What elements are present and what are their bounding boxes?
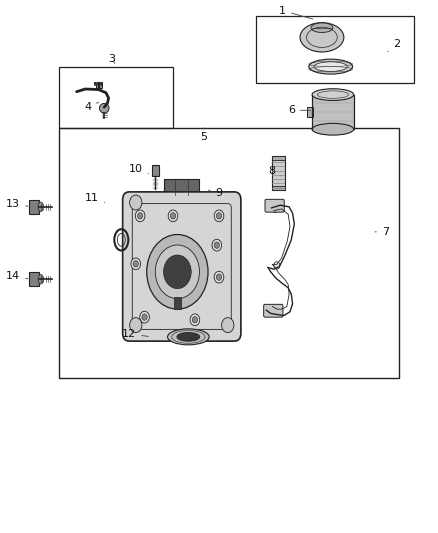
Ellipse shape xyxy=(314,62,347,71)
Circle shape xyxy=(131,258,141,270)
Circle shape xyxy=(192,317,198,323)
FancyBboxPatch shape xyxy=(29,200,39,214)
Ellipse shape xyxy=(311,23,333,33)
Circle shape xyxy=(147,235,208,309)
Bar xyxy=(174,297,181,309)
Circle shape xyxy=(130,195,142,210)
Ellipse shape xyxy=(300,22,344,52)
Ellipse shape xyxy=(312,88,354,100)
Bar xyxy=(173,196,191,209)
Circle shape xyxy=(138,213,143,219)
Circle shape xyxy=(214,210,224,222)
FancyBboxPatch shape xyxy=(123,192,241,341)
FancyBboxPatch shape xyxy=(264,304,283,317)
Bar xyxy=(272,156,285,190)
Circle shape xyxy=(216,213,222,219)
Ellipse shape xyxy=(38,274,43,284)
Bar xyxy=(307,107,313,117)
Circle shape xyxy=(130,318,142,333)
Circle shape xyxy=(140,311,149,323)
FancyBboxPatch shape xyxy=(265,199,284,212)
Bar xyxy=(59,128,399,378)
Circle shape xyxy=(274,262,280,269)
Ellipse shape xyxy=(173,193,191,199)
Bar xyxy=(272,156,285,160)
Circle shape xyxy=(133,261,138,267)
Circle shape xyxy=(272,205,278,213)
Circle shape xyxy=(142,314,147,320)
FancyBboxPatch shape xyxy=(164,179,199,196)
Text: 11: 11 xyxy=(85,193,105,203)
Bar xyxy=(272,186,285,190)
Ellipse shape xyxy=(312,123,354,135)
Text: 10: 10 xyxy=(129,164,148,174)
Ellipse shape xyxy=(38,202,43,212)
Circle shape xyxy=(170,213,176,219)
Circle shape xyxy=(168,210,178,222)
Ellipse shape xyxy=(177,333,200,341)
Circle shape xyxy=(214,271,224,283)
Circle shape xyxy=(216,274,222,280)
Text: 6: 6 xyxy=(288,106,311,115)
Text: 9: 9 xyxy=(208,189,223,198)
Circle shape xyxy=(214,242,219,248)
Circle shape xyxy=(163,255,191,289)
Ellipse shape xyxy=(167,329,209,345)
Text: 12: 12 xyxy=(122,329,148,338)
Bar xyxy=(96,84,102,88)
Text: 7: 7 xyxy=(375,227,389,237)
Circle shape xyxy=(155,245,199,298)
Circle shape xyxy=(271,306,277,314)
Bar xyxy=(59,67,173,128)
Circle shape xyxy=(135,210,145,222)
Text: 5: 5 xyxy=(200,128,207,142)
Ellipse shape xyxy=(173,193,191,199)
Circle shape xyxy=(212,239,222,251)
Circle shape xyxy=(190,314,200,326)
Bar xyxy=(256,16,414,83)
Text: 14: 14 xyxy=(6,271,28,281)
Circle shape xyxy=(222,318,234,333)
Text: 4: 4 xyxy=(84,102,99,111)
Text: 2: 2 xyxy=(388,39,400,52)
Bar xyxy=(312,94,353,129)
Text: 8: 8 xyxy=(268,166,280,176)
Ellipse shape xyxy=(309,59,353,74)
Text: 1: 1 xyxy=(279,6,313,19)
Bar xyxy=(152,165,159,176)
Text: 3: 3 xyxy=(108,54,115,63)
FancyBboxPatch shape xyxy=(29,272,39,286)
Ellipse shape xyxy=(99,103,109,113)
Text: 13: 13 xyxy=(6,199,28,208)
